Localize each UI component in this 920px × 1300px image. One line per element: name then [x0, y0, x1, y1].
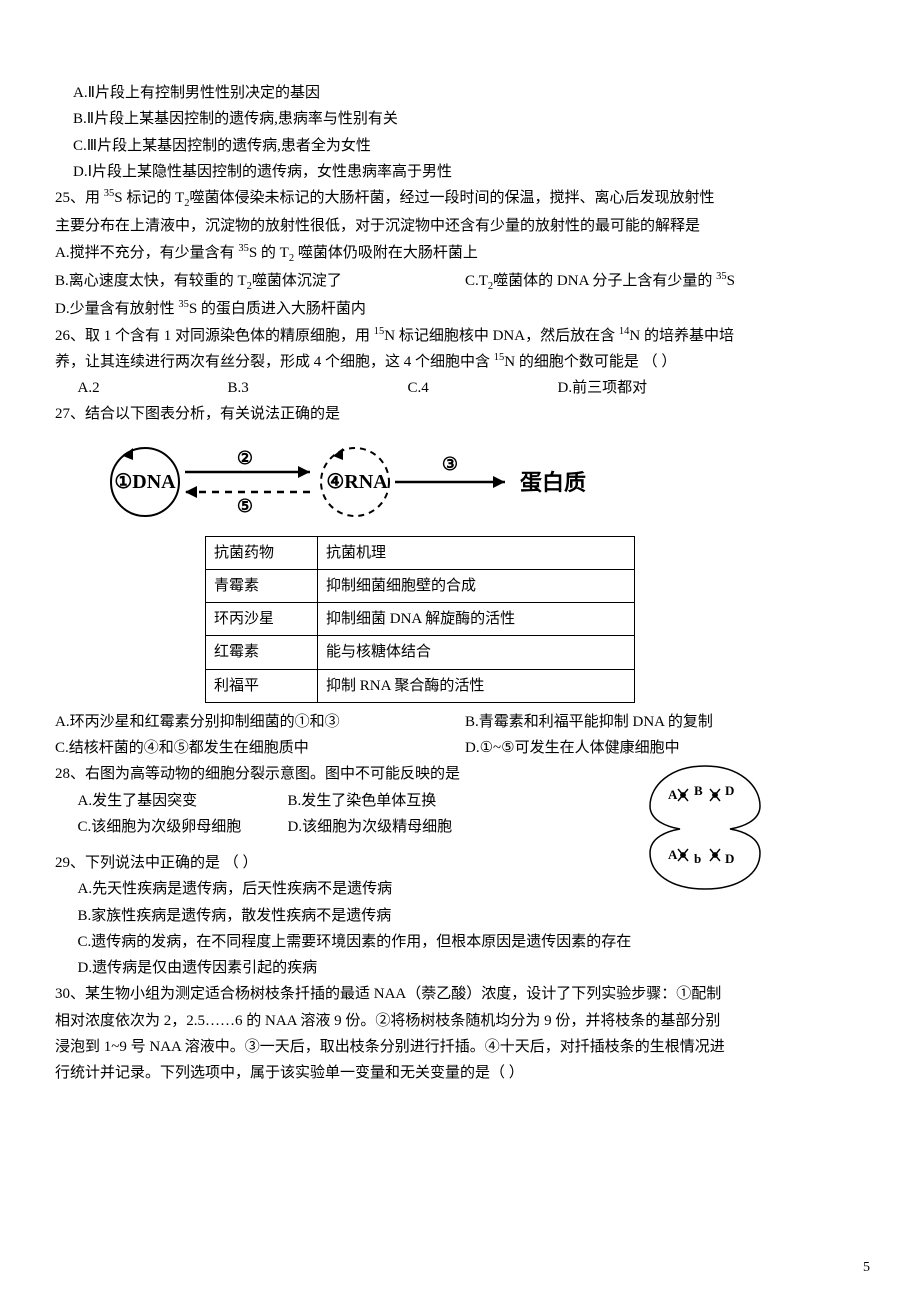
q25-option-d: D.少量含有放射性 35S 的蛋白质进入大肠杆菌内 [55, 296, 870, 322]
q27-flow-diagram: ①DNA ② ⑤ ④RNA ③ 蛋白质 [85, 438, 870, 528]
q24-option-d: D.Ⅰ片段上某隐性基因控制的遗传病，女性患病率高于男性 [55, 159, 870, 185]
q29-option-c: C.遗传病的发病，在不同程度上需要环境因素的作用，但根本原因是遗传因素的存在 [55, 929, 870, 955]
q26-options: A.2 B.3 C.4 D.前三项都对 [55, 375, 870, 401]
q28-option-a: A.发生了基因突变 [78, 788, 288, 814]
text: S 标记的 T [114, 190, 184, 206]
text: 噬菌体仍吸附在大肠杆菌上 [294, 245, 478, 261]
q26-option-a: A.2 [78, 375, 228, 401]
svg-text:④RNA: ④RNA [326, 471, 388, 493]
text: 26、取 1 个含有 1 对同源染色体的精原细胞，用 [55, 328, 374, 344]
text: B.离心速度太快，有较重的 T [55, 273, 247, 289]
q28-option-d: D.该细胞为次级精母细胞 [288, 814, 453, 840]
svg-text:①DNA: ①DNA [114, 471, 176, 493]
q30-line2: 相对浓度依次为 2，2.5……6 的 NAA 溶液 9 份。②将杨树枝条随机均分… [55, 1008, 870, 1034]
text: 养，让其连续进行两次有丝分裂，形成 4 个细胞，这 4 个细胞中含 [55, 354, 494, 370]
page-number: 5 [863, 1256, 870, 1281]
svg-text:③: ③ [442, 454, 458, 474]
q29-option-d: D.遗传病是仅由遗传因素引起的疾病 [55, 955, 870, 981]
svg-text:b: b [694, 851, 701, 866]
q29-option-b: B.家族性疾病是遗传病，散发性疾病不是遗传病 [55, 903, 870, 929]
text: C.T [465, 273, 488, 289]
q25-stem: 25、用 35S 标记的 T2噬菌体侵染未标记的大肠杆菌，经过一段时间的保温，搅… [55, 185, 870, 213]
th-drug: 抗菌药物 [206, 536, 318, 569]
cell: 能与核糖体结合 [318, 636, 635, 669]
q27-options-row1: A.环丙沙星和红霉素分别抑制细菌的①和③ B.青霉素和利福平能抑制 DNA 的复… [55, 709, 870, 735]
text: S [727, 273, 735, 289]
cell: 抑制 RNA 聚合酶的活性 [318, 669, 635, 702]
q27-table: 抗菌药物抗菌机理 青霉素抑制细菌细胞壁的合成 环丙沙星抑制细菌 DNA 解旋酶的… [205, 536, 635, 703]
sup-35: 35 [238, 243, 249, 254]
q28-cell-diagram: A B D A b D [630, 761, 780, 891]
sup-35: 35 [178, 299, 189, 310]
q25-option-c: C.T2噬菌体的 DNA 分子上含有少量的 35S [425, 268, 735, 296]
svg-text:B: B [694, 783, 703, 798]
text: S 的 T [249, 245, 289, 261]
th-mech: 抗菌机理 [318, 536, 635, 569]
text: 噬菌体侵染未标记的大肠杆菌，经过一段时间的保温，搅拌、离心后发现放射性 [190, 190, 715, 206]
q27-options-row2: C.结核杆菌的④和⑤都发生在细胞质中 D.①~⑤可发生在人体健康细胞中 [55, 735, 870, 761]
sup-15: 15 [374, 326, 385, 337]
cell: 抑制细菌 DNA 解旋酶的活性 [318, 603, 635, 636]
q27-option-d: D.①~⑤可发生在人体健康细胞中 [465, 735, 870, 761]
sup-35: 35 [716, 271, 727, 282]
q25-option-b: B.离心速度太快，有较重的 T2噬菌体沉淀了 [55, 268, 425, 296]
q28-block: 28、右图为高等动物的细胞分裂示意图。图中不可能反映的是 A.发生了基因突变 B… [55, 761, 870, 850]
q24-option-b: B.Ⅱ片段上某基因控制的遗传病,患病率与性别有关 [55, 106, 870, 132]
svg-text:A: A [668, 847, 678, 862]
text: N 标记细胞核中 DNA，然后放在含 [384, 328, 619, 344]
q25-option-a: A.搅拌不充分，有少量含有 35S 的 T2 噬菌体仍吸附在大肠杆菌上 [55, 240, 870, 268]
sup-14: 14 [619, 326, 630, 337]
sup-15: 15 [494, 352, 505, 363]
sup-35: 35 [104, 188, 115, 199]
q30-line1: 30、某生物小组为测定适合杨树枝条扦插的最适 NAA（萘乙酸）浓度，设计了下列实… [55, 981, 870, 1007]
q30-line4: 行统计并记录。下列选项中，属于该实验单一变量和无关变量的是（ ） [55, 1060, 870, 1086]
q27-option-c: C.结核杆菌的④和⑤都发生在细胞质中 [55, 735, 465, 761]
text: 噬菌体的 DNA 分子上含有少量的 [493, 273, 716, 289]
q27-stem: 27、结合以下图表分析，有关说法正确的是 [55, 401, 870, 427]
q24-option-a: A.Ⅱ片段上有控制男性性别决定的基因 [55, 80, 870, 106]
text: A.搅拌不充分，有少量含有 [55, 245, 238, 261]
q25-stem-cont: 主要分布在上清液中，沉淀物的放射性很低，对于沉淀物中还含有少量的放射性的最可能的… [55, 213, 870, 239]
q26-option-c: C.4 [408, 375, 558, 401]
q24-option-c: C.Ⅲ片段上某基因控制的遗传病,患者全为女性 [55, 133, 870, 159]
svg-text:D: D [725, 851, 734, 866]
text: 25、用 [55, 190, 104, 206]
svg-text:⑤: ⑤ [237, 496, 253, 516]
q26-stem-cont: 养，让其连续进行两次有丝分裂，形成 4 个细胞，这 4 个细胞中含 15N 的细… [55, 349, 870, 375]
text: N 的细胞个数可能是 （ ） [504, 354, 676, 370]
text: S 的蛋白质进入大肠杆菌内 [189, 301, 366, 317]
cell: 抑制细菌细胞壁的合成 [318, 569, 635, 602]
svg-text:D: D [725, 783, 734, 798]
q26-option-b: B.3 [228, 375, 408, 401]
svg-text:②: ② [237, 448, 253, 468]
q26-option-d: D.前三项都对 [558, 375, 648, 401]
q27-option-a: A.环丙沙星和红霉素分别抑制细菌的①和③ [55, 709, 465, 735]
q25-options-bc-row: B.离心速度太快，有较重的 T2噬菌体沉淀了 C.T2噬菌体的 DNA 分子上含… [55, 268, 870, 296]
q28-option-c: C.该细胞为次级卵母细胞 [78, 814, 288, 840]
svg-text:A: A [668, 787, 678, 802]
q26-stem: 26、取 1 个含有 1 对同源染色体的精原细胞，用 15N 标记细胞核中 DN… [55, 323, 870, 349]
cell: 利福平 [206, 669, 318, 702]
q30-line3: 浸泡到 1~9 号 NAA 溶液中。③一天后，取出枝条分别进行扦插。④十天后，对… [55, 1034, 870, 1060]
cell: 环丙沙星 [206, 603, 318, 636]
q28-option-b: B.发生了染色单体互换 [288, 788, 437, 814]
svg-text:蛋白质: 蛋白质 [520, 470, 586, 495]
text: N 的培养基中培 [629, 328, 734, 344]
cell: 红霉素 [206, 636, 318, 669]
cell: 青霉素 [206, 569, 318, 602]
q27-option-b: B.青霉素和利福平能抑制 DNA 的复制 [465, 709, 870, 735]
text: 噬菌体沉淀了 [252, 273, 342, 289]
text: D.少量含有放射性 [55, 301, 178, 317]
